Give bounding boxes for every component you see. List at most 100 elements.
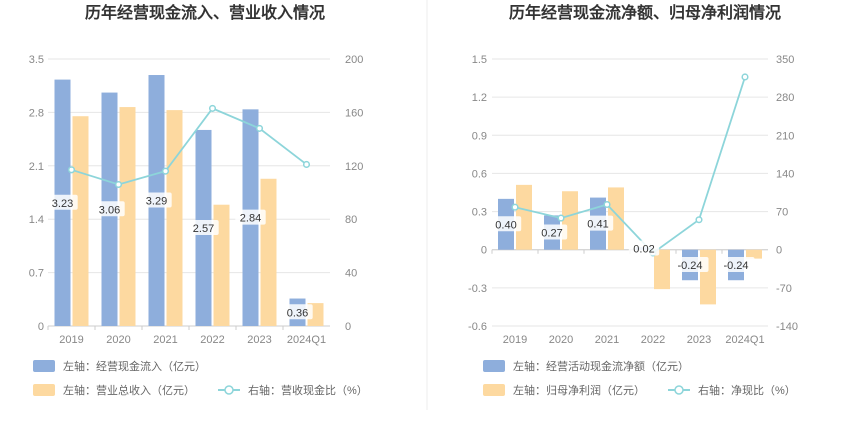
data-label: 0.27 bbox=[541, 228, 562, 240]
y-left-tick-label: -0.6 bbox=[468, 321, 487, 333]
legend-swatch bbox=[33, 384, 55, 396]
line-point bbox=[67, 166, 76, 174]
y-left-tick-label: 1.4 bbox=[29, 214, 44, 226]
x-tick-label: 2020 bbox=[106, 334, 130, 346]
x-tick-label: 2023 bbox=[687, 334, 711, 346]
y-right-tick-label: 40 bbox=[345, 268, 357, 280]
data-label: 3.23 bbox=[52, 198, 73, 210]
line-point bbox=[603, 200, 611, 209]
y-left-tick-label: 0 bbox=[481, 245, 487, 257]
y-right-tick-label: 0 bbox=[345, 321, 351, 333]
chart-title-left: 历年经营现金流入、营业收入情况 bbox=[85, 3, 325, 22]
x-tick-label: 2024Q1 bbox=[287, 334, 326, 346]
x-tick-label: 2020 bbox=[549, 334, 573, 346]
x-tick-label: 2021 bbox=[153, 334, 177, 346]
legend-swatch bbox=[33, 360, 55, 372]
bar bbox=[119, 107, 136, 326]
data-label: 2.84 bbox=[240, 213, 261, 225]
line-point bbox=[557, 214, 565, 222]
legend-label: 左轴：经营现金流入（亿元） bbox=[63, 359, 206, 373]
x-tick-label: 2019 bbox=[503, 334, 527, 346]
line-series bbox=[71, 107, 308, 186]
data-label-bg bbox=[671, 256, 709, 272]
bar bbox=[516, 184, 532, 250]
y-left-tick-label: 0.6 bbox=[472, 168, 487, 180]
y-right-tick-label: 70 bbox=[776, 207, 788, 219]
data-label: 0.40 bbox=[495, 219, 516, 231]
data-label-bg bbox=[582, 215, 614, 231]
legend-swatch-point bbox=[224, 385, 234, 395]
chart-panel-0: 0 0.7 1.4 2.1 2.8 3.5 0 40 80 120 160 200 2019 2020 20… bbox=[29, 54, 368, 397]
x-tick-label: 2021 bbox=[595, 334, 619, 346]
chart-title-right: 历年经营现金流净额、归母净利润情况 bbox=[509, 3, 781, 22]
y-right-tick-label: 0 bbox=[776, 245, 782, 257]
x-tick-label: 2022 bbox=[641, 334, 665, 346]
y-right-tick-label: 120 bbox=[345, 161, 363, 173]
data-label: 0.41 bbox=[587, 219, 608, 231]
legend-swatch bbox=[483, 360, 505, 372]
line-point bbox=[511, 203, 519, 211]
data-label-bg bbox=[188, 219, 219, 235]
legend-swatch bbox=[483, 384, 505, 396]
y-left-tick-label: 2.1 bbox=[29, 161, 44, 173]
y-left-tick-label: 0.9 bbox=[472, 130, 487, 142]
data-label: 2.57 bbox=[193, 223, 214, 235]
legend-label: 左轴：归母净利润（亿元） bbox=[513, 383, 645, 397]
data-label: -0.24 bbox=[723, 260, 748, 272]
data-label-bg bbox=[717, 256, 755, 272]
data-label: 3.06 bbox=[99, 204, 120, 216]
line-point bbox=[695, 216, 703, 224]
y-right-tick-label: 160 bbox=[345, 107, 363, 119]
legend-label: 右轴：净现比（%） bbox=[698, 383, 796, 397]
bar bbox=[746, 249, 762, 259]
data-label-bg bbox=[235, 209, 266, 225]
data-label: 0.02 bbox=[633, 243, 654, 255]
legend-label: 右轴：营收现金比（%） bbox=[248, 383, 368, 397]
y-left-tick-label: 1.2 bbox=[472, 92, 487, 104]
y-right-tick-label: 80 bbox=[345, 214, 357, 226]
line-point bbox=[302, 160, 311, 169]
y-right-tick-label: 350 bbox=[776, 54, 794, 66]
data-label-bg bbox=[282, 304, 313, 320]
x-tick-label: 2022 bbox=[200, 334, 224, 346]
y-left-tick-label: 0.7 bbox=[29, 268, 44, 280]
data-label-bg bbox=[628, 240, 660, 256]
line-point bbox=[161, 167, 170, 175]
data-label: -0.24 bbox=[677, 260, 702, 272]
data-label: 0.36 bbox=[287, 307, 308, 319]
y-left-tick-label: 0 bbox=[38, 321, 44, 333]
y-left-tick-label: 1.5 bbox=[472, 54, 487, 66]
y-left-tick-label: 0.3 bbox=[472, 207, 487, 219]
bar bbox=[608, 187, 624, 250]
x-tick-label: 2024Q1 bbox=[725, 334, 764, 346]
chart-panel-1: -0.6 -0.3 0 0.3 0.6 0.9 1.2 1.5 -140 -70 0 70 140 210… bbox=[468, 54, 798, 397]
y-right-tick-label: 210 bbox=[776, 130, 794, 142]
legend-swatch-point bbox=[674, 385, 684, 395]
line-point bbox=[741, 73, 749, 81]
bar bbox=[166, 110, 183, 327]
data-label-bg bbox=[490, 216, 522, 232]
data-label-bg bbox=[141, 192, 172, 208]
y-right-tick-label: 200 bbox=[345, 54, 363, 66]
bar bbox=[562, 191, 578, 250]
y-left-tick-label: 3.5 bbox=[29, 54, 44, 66]
legend-label: 左轴：营业总收入（亿元） bbox=[63, 383, 195, 397]
data-label-bg bbox=[94, 201, 125, 217]
y-left-tick-label: 2.8 bbox=[29, 107, 44, 119]
data-label-bg bbox=[536, 224, 568, 240]
bar bbox=[260, 178, 277, 326]
bar bbox=[654, 249, 670, 290]
y-left-tick-label: -0.3 bbox=[468, 283, 487, 295]
data-label: 3.29 bbox=[146, 196, 167, 208]
line-point bbox=[255, 124, 264, 132]
y-right-tick-label: 280 bbox=[776, 92, 794, 104]
data-label-bg bbox=[47, 194, 78, 210]
y-right-tick-label: 140 bbox=[776, 168, 794, 180]
x-tick-label: 2019 bbox=[59, 334, 83, 346]
bar bbox=[213, 204, 230, 326]
line-point bbox=[114, 180, 123, 189]
y-right-tick-label: -140 bbox=[776, 321, 798, 333]
y-right-tick-label: -70 bbox=[776, 283, 792, 295]
